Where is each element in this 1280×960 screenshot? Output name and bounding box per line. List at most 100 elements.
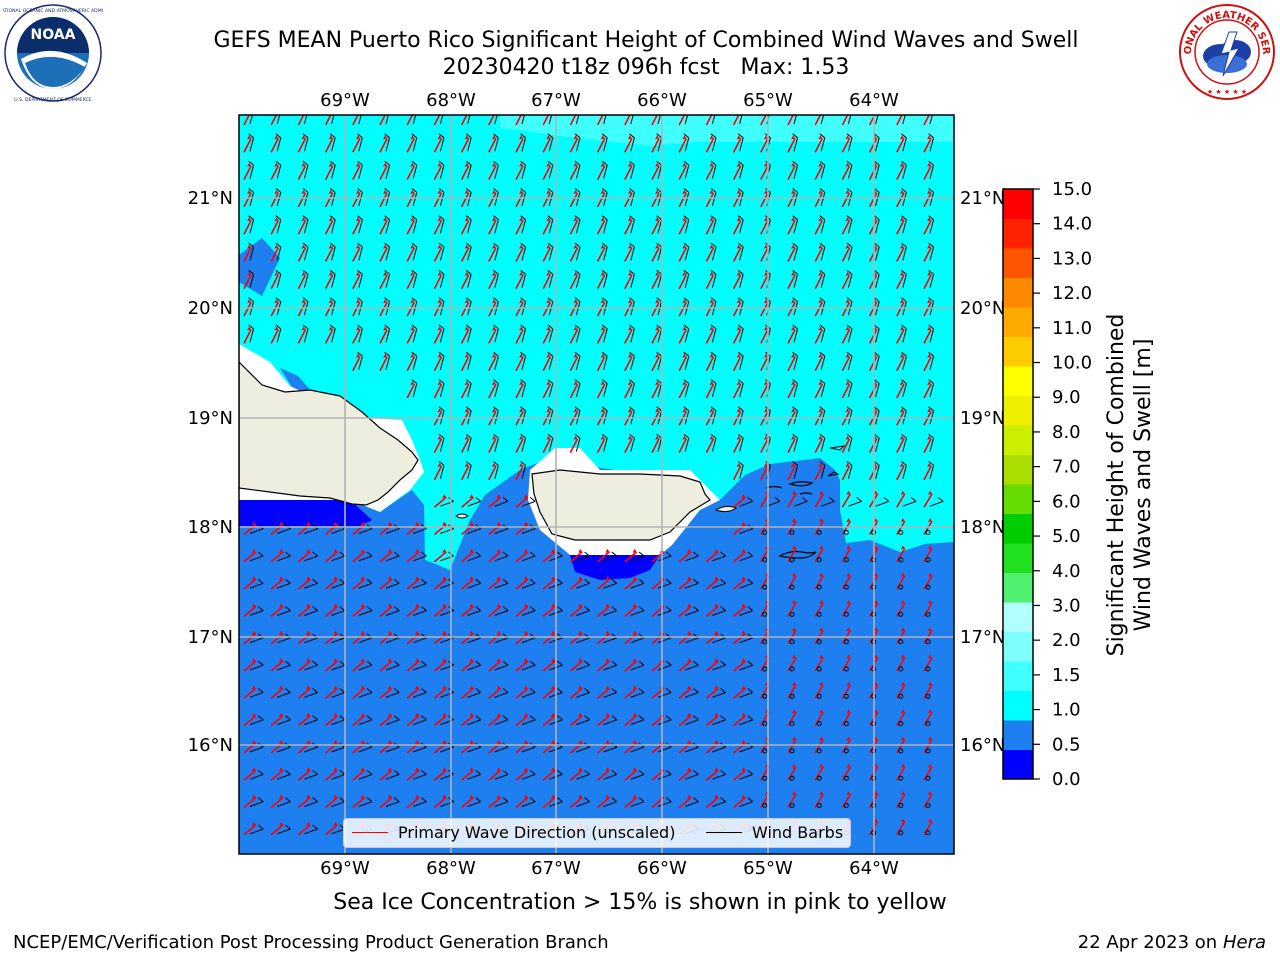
wind-barb (277, 637, 291, 644)
wind-barb (685, 692, 699, 698)
wave-arrow-head (818, 381, 823, 386)
wave-arrow (325, 605, 338, 618)
wave-arrow-head (819, 709, 824, 714)
wind-barb-feather (819, 351, 826, 357)
colorbar-segment (1003, 513, 1033, 544)
wave-arrow-head (682, 353, 687, 358)
wave-arrow-head (360, 658, 365, 663)
wind-barb-feather (312, 551, 318, 557)
wind-barb (331, 773, 345, 780)
wind-barb (793, 465, 799, 480)
wind-barb-feather (465, 188, 472, 193)
wave-arrow (678, 438, 688, 453)
wind-barb (521, 274, 527, 288)
wind-barb-feather (720, 660, 726, 666)
wave-arrow (705, 796, 719, 809)
wind-barb-feather (357, 324, 363, 330)
wind-barb-feather (710, 433, 717, 439)
wind-barb-feather (411, 188, 418, 193)
wind-barb-feather (547, 215, 554, 221)
wave-arrow (569, 796, 583, 809)
wind-barb-feather (339, 715, 346, 721)
wave-arrow-head (632, 548, 637, 553)
wave-arrow (542, 329, 552, 344)
wind-barb-feather (792, 351, 798, 357)
wave-arrow-head (846, 736, 851, 741)
wave-arrow-head (819, 572, 824, 577)
wave-arrow (896, 356, 905, 372)
wave-arrow-head (360, 712, 365, 717)
wind-barb-calm (843, 557, 849, 563)
wave-arrow-head (523, 603, 528, 608)
wind-barb (494, 719, 509, 726)
wind-barb (439, 246, 445, 261)
wave-arrow (325, 824, 338, 836)
wind-barb (711, 219, 717, 234)
wave-arrow (515, 219, 524, 235)
wind-barb-feather (520, 297, 526, 302)
wave-arrow (243, 578, 257, 590)
wind-barb-feather (520, 133, 526, 139)
wind-barb-feather (846, 133, 853, 139)
wave-arrow (461, 769, 474, 781)
wind-barb-feather (629, 433, 635, 439)
wave-arrow (705, 115, 713, 126)
wind-barb (820, 328, 826, 343)
wave-arrow-head (360, 521, 365, 526)
wave-arrow-head (927, 381, 932, 386)
wind-barb (331, 192, 336, 207)
wind-barb-feather (629, 351, 635, 357)
wave-arrow-head (328, 244, 333, 249)
wave-arrow (406, 356, 416, 372)
wind-barb (412, 246, 418, 261)
wind-barb (739, 137, 744, 152)
wave-arrow (352, 356, 361, 372)
wind-barb (521, 801, 536, 807)
wind-barb-feather (873, 133, 880, 139)
wave-arrow-head (383, 217, 388, 222)
wave-arrow-head (791, 353, 796, 358)
wind-barb-feather (584, 551, 590, 557)
wind-barb (494, 555, 509, 562)
wind-barb (603, 115, 607, 125)
wave-arrow (297, 824, 311, 836)
wind-barb (711, 437, 717, 452)
wind-barb-feather (329, 324, 336, 330)
wave-arrow (325, 660, 338, 672)
wind-barb (467, 164, 472, 179)
wind-barb (847, 115, 852, 125)
lon-label-top: 68°W (426, 90, 476, 111)
wind-barb-feather (329, 297, 336, 302)
wind-barb (331, 664, 345, 671)
wave-arrow (787, 793, 797, 808)
wind-barb-feather (329, 160, 336, 166)
wind-barb (494, 246, 499, 261)
wave-arrow (760, 274, 769, 290)
wave-arrow-head (709, 271, 714, 276)
wave-arrow-head (687, 548, 691, 553)
wind-barb (575, 115, 580, 125)
wave-arrow-head (247, 217, 252, 222)
wind-barb-feather (793, 107, 798, 111)
wind-barb-feather (285, 578, 291, 584)
wind-barb (494, 664, 509, 671)
wave-arrow-head (682, 299, 687, 304)
wind-barb-feather (411, 269, 418, 275)
wind-barb-feather (846, 297, 853, 302)
wave-arrow-head (741, 658, 746, 663)
wave-arrow-head (792, 736, 796, 741)
wind-barb-feather (411, 379, 418, 384)
wave-arrow (488, 551, 502, 563)
wave-arrow-head (846, 627, 851, 632)
wave-arrow (787, 329, 796, 344)
wave-arrow-head (442, 712, 447, 717)
wave-arrow-head (251, 794, 256, 799)
legend-barb-swatch (706, 832, 742, 833)
wave-arrow-head (437, 135, 442, 140)
wind-barb (875, 246, 880, 261)
wave-arrow-head (632, 576, 637, 581)
wave-arrow (406, 383, 416, 399)
wave-arrow-head (383, 353, 388, 358)
wind-barb-feather (683, 351, 690, 357)
wave-arrow (760, 219, 769, 235)
